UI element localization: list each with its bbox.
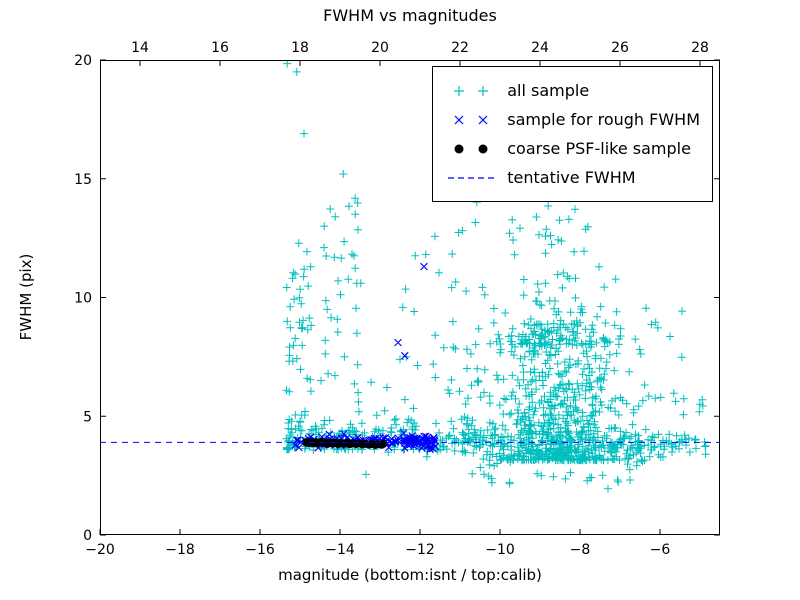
legend-item-all-sample: all sample: [445, 76, 700, 105]
tick-label: 15: [74, 172, 92, 188]
tick-label: −20: [85, 542, 115, 558]
legend-marker-plus-icon: [454, 85, 489, 96]
legend-label: coarse PSF-like sample: [507, 139, 691, 158]
tick-label: −10: [485, 542, 515, 558]
data-layer: [100, 60, 720, 493]
tick-label: 28: [691, 40, 709, 56]
tick-label: 18: [291, 40, 309, 56]
series-coarse-psf-like-sample: [302, 437, 388, 449]
tick-label: 16: [211, 40, 229, 56]
tick-label: 10: [74, 291, 92, 307]
legend-marker-cross-icon: [454, 115, 488, 124]
axes-frame: [100, 60, 720, 535]
legend-marker-dot-icon: [454, 144, 488, 153]
legend-item-tentative-fwhm: tentative FWHM: [445, 163, 700, 192]
tick-label: −16: [245, 542, 275, 558]
tick-label: 20: [74, 53, 92, 69]
tick-label: −12: [405, 542, 435, 558]
x-axis-label: magnitude (bottom:isnt / top:calib): [278, 566, 542, 584]
legend-item-psf-sample: coarse PSF-like sample: [445, 134, 700, 163]
tick-label: 14: [131, 40, 149, 56]
series-sample-for-rough-fwhm: [291, 262, 439, 454]
legend-item-rough-fwhm: sample for rough FWHM: [445, 105, 700, 134]
tick-label: −18: [165, 542, 195, 558]
chart-title: FWHM vs magnitudes: [323, 6, 497, 25]
legend-label: sample for rough FWHM: [507, 110, 700, 129]
tick-label: −6: [650, 542, 671, 558]
tick-label: 24: [531, 40, 549, 56]
legend-label: tentative FWHM: [507, 168, 636, 187]
tick-label: −8: [570, 542, 591, 558]
tick-label: −14: [325, 542, 355, 558]
tick-label: 22: [451, 40, 469, 56]
tick-label: 20: [371, 40, 389, 56]
tick-label: 26: [611, 40, 629, 56]
legend-label: all sample: [507, 81, 590, 100]
tick-label: 5: [83, 409, 92, 425]
y-axis-label: FWHM (pix): [17, 253, 35, 341]
series-all-sample: [282, 60, 710, 493]
tick-label: 0: [83, 528, 92, 544]
legend: all sample sample for rough FWHM coarse …: [432, 66, 713, 202]
legend-marker-dashed-line-icon: [448, 176, 495, 179]
